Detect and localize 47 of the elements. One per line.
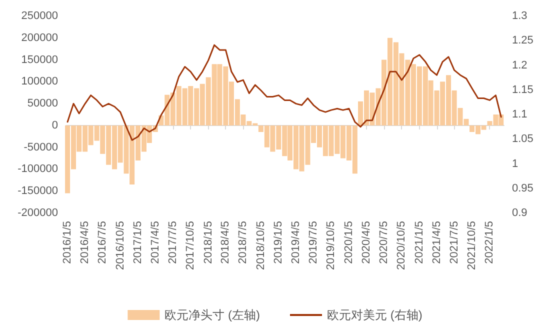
x-tick-label: 2019/10/5	[325, 221, 338, 270]
y-tick-label: -100000	[18, 163, 58, 176]
x-tick-label: 2021/7/5	[448, 221, 460, 264]
y-tick-label: 200000	[21, 32, 58, 44]
x-tick-label: 2016/10/5	[114, 221, 126, 270]
x-tick-label: 2016/1/5	[62, 221, 74, 264]
x-tick-label: 2021/4/5	[430, 221, 443, 264]
x-tick-label: 2016/7/5	[96, 221, 109, 264]
x-tick-label: 2019/7/5	[308, 221, 320, 264]
y-tick-label: -50000	[24, 141, 58, 154]
y-tick-label: -200000	[18, 207, 58, 219]
x-tick-label: 2022/1/5	[484, 221, 496, 264]
x-tick-label: 2017/7/5	[166, 221, 179, 264]
y2-tick-label: 0.9	[512, 207, 528, 219]
legend-label: 欧元净头寸 (左轴)	[164, 308, 260, 322]
y-tick-label: -150000	[18, 185, 58, 198]
y2-tick-label: 1	[512, 158, 518, 170]
x-tick-label: 2021/10/5	[466, 221, 478, 270]
x-tick-label: 2019/4/5	[290, 221, 302, 264]
x-tick-label: 2020/7/5	[378, 221, 390, 264]
y-tick-label: 250000	[21, 10, 58, 22]
y-tick-label: 50000	[27, 98, 58, 110]
x-tick-label: 2020/10/5	[396, 221, 408, 270]
x-tick-label: 2017/1/5	[132, 221, 144, 264]
y2-tick-label: 1.1	[512, 108, 528, 120]
y-tick-label: 100000	[21, 76, 58, 88]
x-tick-label: 2018/1/5	[202, 221, 214, 264]
x-tick-label: 2017/4/5	[149, 221, 162, 264]
y2-tick-label: 0.95	[512, 182, 534, 194]
y2-tick-label: 1.15	[512, 84, 534, 96]
x-tick-label: 2017/10/5	[184, 221, 197, 270]
x-tick-label: 2020/4/5	[360, 221, 372, 264]
y-tick-label: 0	[52, 119, 58, 132]
y2-tick-label: 1.2	[512, 59, 528, 72]
legend-label: 欧元对美元 (右轴)	[327, 308, 422, 322]
y2-tick-label: 1.25	[512, 34, 534, 47]
y-tick-label: 150000	[21, 54, 58, 66]
y2-tick-label: 1.05	[512, 133, 534, 146]
x-tick-label: 2020/1/5	[342, 221, 355, 264]
line-series	[66, 44, 502, 141]
x-tick-label: 2016/4/5	[79, 221, 92, 264]
x-tick-label: 2021/1/5	[413, 221, 426, 264]
x-tick-label: 2018/4/5	[220, 221, 232, 264]
x-tick-label: 2018/10/5	[254, 221, 267, 270]
x-tick-label: 2019/1/5	[272, 221, 285, 264]
x-tick-label: 2018/7/5	[237, 221, 250, 264]
y2-tick-label: 1.3	[512, 10, 528, 22]
